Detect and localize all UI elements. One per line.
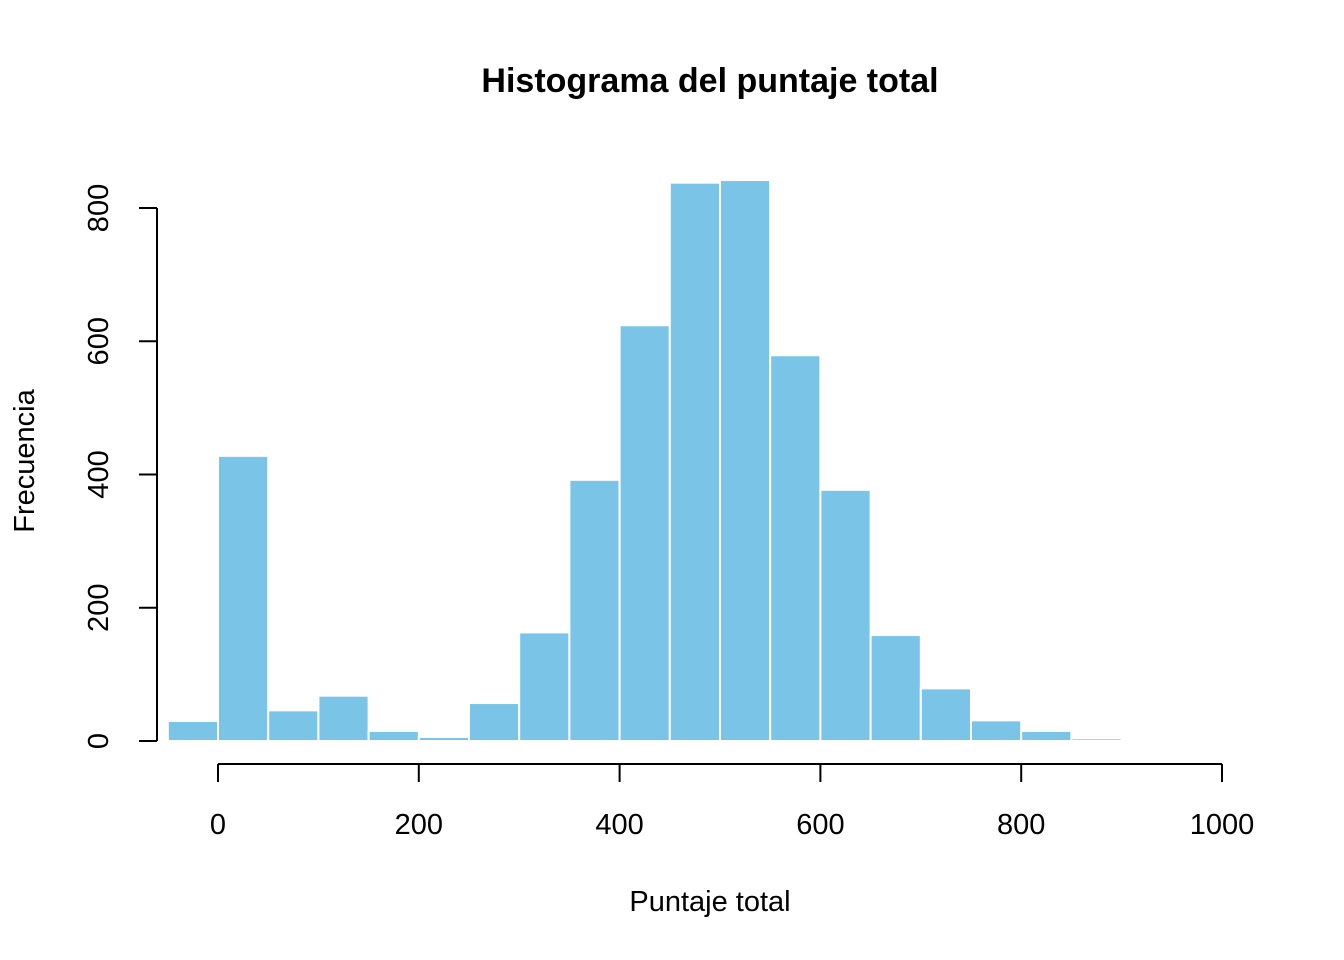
chart-title: Histograma del puntaje total: [481, 62, 938, 100]
histogram-bar: [618, 324, 671, 742]
histogram-bar: [417, 736, 470, 743]
histogram-bar: [1070, 737, 1123, 743]
histogram-bar: [468, 702, 521, 742]
histogram-bar: [769, 354, 822, 742]
y-axis-label: Frecuencia: [9, 388, 41, 532]
histogram-bar: [819, 488, 872, 743]
histogram-bar: [668, 181, 721, 742]
x-tick-label: 400: [595, 809, 643, 841]
histogram-bar: [568, 478, 621, 742]
x-tick-label: 0: [210, 809, 226, 841]
histogram-bar: [970, 719, 1023, 743]
bars-group: [166, 179, 1123, 743]
x-axis: 0 200 400 600 800 1000: [210, 763, 1255, 841]
x-tick-label: 800: [997, 809, 1045, 841]
histogram-bar: [367, 730, 420, 742]
histogram-bar: [869, 634, 922, 742]
x-axis-label: Puntaje total: [629, 886, 790, 918]
histogram-bar: [518, 631, 571, 742]
histogram-bar: [217, 454, 270, 742]
y-tick-label: 0: [83, 733, 115, 749]
histogram-bar: [719, 179, 772, 742]
x-tick-label: 600: [796, 809, 844, 841]
histogram-bar: [267, 709, 320, 742]
histogram-bar: [317, 694, 370, 743]
y-tick-label: 600: [83, 317, 115, 365]
y-tick-label: 400: [83, 450, 115, 498]
y-axis: 0 200 400 600 800: [83, 184, 158, 749]
histogram-bar: [166, 720, 220, 743]
y-tick-label: 200: [83, 584, 115, 632]
y-tick-label: 800: [83, 184, 115, 232]
histogram-bar: [1020, 730, 1073, 742]
histogram-bar: [919, 687, 972, 743]
x-tick-label: 1000: [1190, 809, 1255, 841]
x-tick-label: 200: [395, 809, 443, 841]
